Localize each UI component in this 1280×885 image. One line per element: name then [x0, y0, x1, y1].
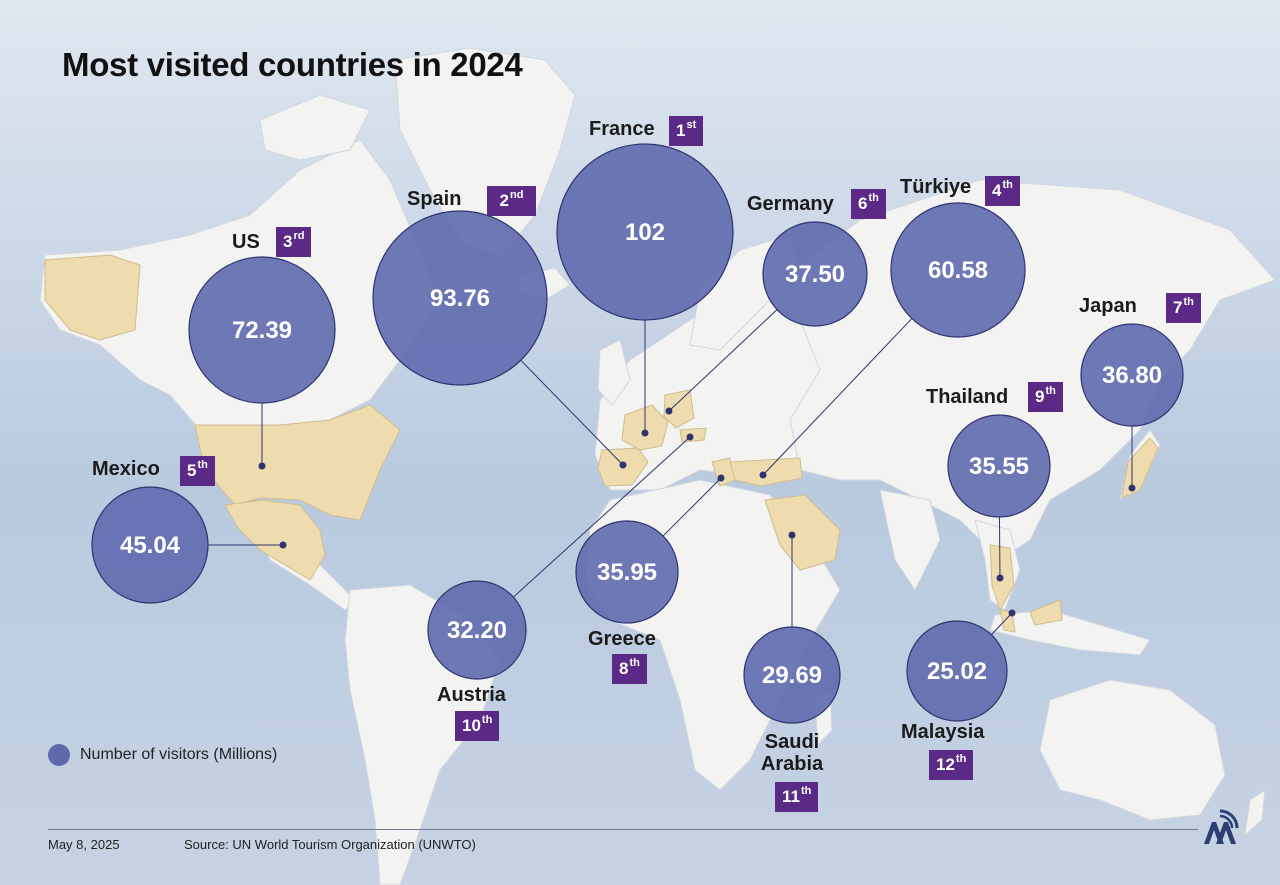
rank-badge-saudi-arabia: 11th [775, 782, 819, 812]
rank-badge-greece: 8th [612, 654, 647, 684]
country-name-turkiye: Türkiye [900, 176, 972, 198]
visitors-value-spain: 93.76 [430, 285, 490, 312]
country-name-austria: Austria [437, 684, 506, 706]
rank-badge-turkiye: 4th [985, 176, 1020, 206]
mexico-highlight [224, 499, 326, 581]
country-name-mexico: Mexico [92, 458, 160, 480]
bubble-greece [575, 520, 679, 624]
rank-badge-japan: 7th [1166, 293, 1201, 323]
bubble-malaysia [906, 620, 1008, 722]
rank-badge-mexico: 5th [180, 456, 215, 486]
uk [597, 339, 631, 406]
visitors-value-austria: 32.20 [447, 617, 507, 644]
country-name-germany: Germany [747, 193, 834, 215]
visitors-value-thailand: 35.55 [969, 453, 1029, 480]
visitors-value-japan: 36.80 [1102, 362, 1162, 389]
location-dot-mexico [279, 541, 287, 549]
location-dot-japan [1128, 484, 1136, 492]
rank-badge-germany: 6th [851, 189, 886, 219]
legend-label: Number of visitors (Millions) [80, 746, 278, 763]
location-dot-malaysia [1008, 609, 1016, 617]
visitors-value-france: 102 [625, 219, 665, 246]
bubble-us [188, 256, 336, 404]
india [879, 489, 941, 591]
bubble-turkiye [890, 202, 1026, 338]
visitors-value-saudi-arabia: 29.69 [762, 662, 822, 689]
footer-source: Source: UN World Tourism Organization (U… [184, 837, 476, 852]
visitors-value-turkiye: 60.58 [928, 257, 988, 284]
location-dot-spain [619, 461, 627, 469]
rank-badge-thailand: 9th [1028, 382, 1063, 412]
location-dot-thailand [996, 574, 1004, 582]
connector-germany [668, 309, 778, 412]
bubble-thailand [947, 414, 1051, 518]
bubble-germany [762, 221, 868, 327]
footer-divider [48, 829, 1198, 830]
visitors-value-us: 72.39 [232, 317, 292, 344]
saudi-highlight [764, 494, 841, 571]
location-dot-saudi-arabia [788, 531, 796, 539]
germany-highlight [663, 389, 695, 429]
connector-austria [512, 436, 691, 598]
arctic-islands [259, 94, 371, 161]
new-zealand [1244, 788, 1266, 837]
country-name-japan: Japan [1079, 295, 1137, 317]
rank-badge-spain: 2nd [487, 186, 536, 216]
location-dot-germany [665, 407, 673, 415]
country-name-us: US [232, 231, 260, 253]
visitors-value-malaysia: 25.02 [927, 658, 987, 685]
country-name-saudi-arabia: Saudi Arabia [760, 731, 824, 775]
bubble-mexico [91, 486, 209, 604]
bubble-austria [427, 580, 527, 680]
location-dot-greece [717, 474, 725, 482]
country-name-malaysia: Malaysia [901, 721, 985, 743]
rank-badge-france: 1st [669, 116, 704, 146]
rank-badge-us: 3rd [276, 227, 312, 257]
austria-highlight [679, 427, 707, 443]
country-name-thailand: Thailand [926, 386, 1009, 408]
bubble-japan [1080, 323, 1184, 427]
visitors-value-germany: 37.50 [785, 261, 845, 288]
legend: Number of visitors (Millions) [48, 744, 277, 766]
connector-malaysia [991, 612, 1013, 636]
rank-badge-malaysia: 12th [929, 750, 974, 780]
aa-logo-icon [1204, 809, 1239, 844]
location-dot-austria [686, 433, 694, 441]
location-dot-us [258, 462, 266, 470]
australia [1039, 679, 1226, 821]
bubble-france [556, 143, 734, 321]
connector-turkiye [762, 318, 913, 476]
alaska-highlight [44, 254, 141, 341]
connector-spain [520, 359, 624, 466]
country-name-france: France [589, 118, 655, 140]
country-name-greece: Greece [588, 628, 656, 650]
visitors-value-mexico: 45.04 [120, 532, 181, 559]
legend-bubble-icon [48, 744, 70, 766]
location-dot-turkiye [759, 471, 767, 479]
country-name-spain: Spain [407, 188, 462, 210]
footer-date: May 8, 2025 [48, 837, 120, 852]
bubble-saudi-arabia [743, 626, 841, 724]
indonesia [989, 609, 1151, 656]
japan-highlight [1121, 437, 1159, 499]
connector-thailand [998, 516, 1001, 579]
bubble-spain [372, 210, 548, 386]
rank-badge-austria: 10th [455, 711, 500, 741]
location-dot-france [641, 429, 649, 437]
connector-greece [662, 477, 722, 537]
page-title: Most visited countries in 2024 [62, 46, 523, 83]
visitors-value-greece: 35.95 [597, 559, 657, 586]
